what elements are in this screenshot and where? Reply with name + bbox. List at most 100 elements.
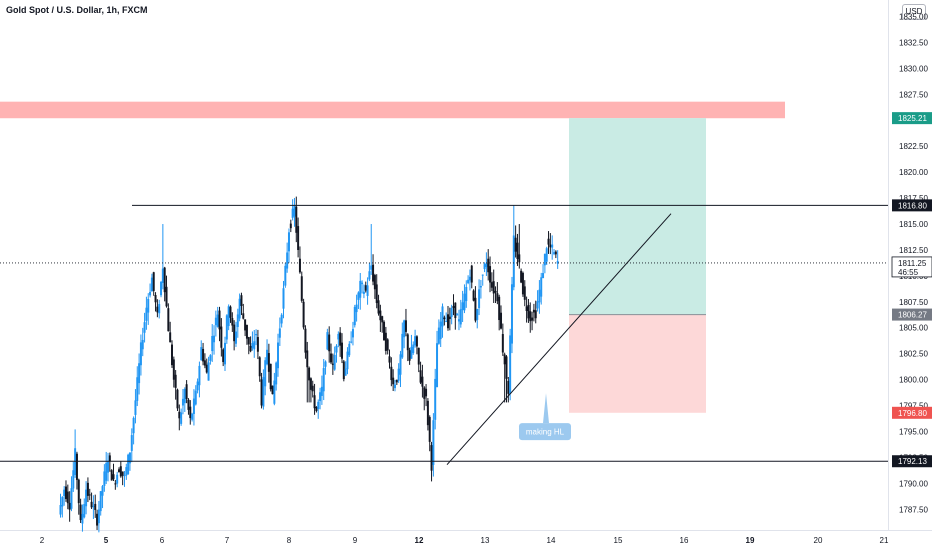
candle-body (340, 342, 343, 359)
candle-body (255, 334, 258, 336)
candle-body (70, 488, 73, 509)
candle-body (150, 277, 153, 292)
candle-body (437, 327, 440, 344)
candle-body (280, 314, 283, 324)
time-tick-label: 20 (814, 536, 823, 545)
candle-body (77, 479, 80, 504)
price-tag-label: 1792.13 (898, 457, 927, 466)
candle-body (461, 302, 464, 311)
candle-body (465, 286, 468, 302)
callout-text: making HL (526, 428, 565, 437)
candle-body (224, 342, 227, 365)
price-tag-label: 1806.27 (898, 311, 927, 320)
candle-body (472, 290, 475, 301)
candle-body (470, 265, 473, 283)
candle-body (79, 504, 82, 521)
candle-body (342, 361, 345, 380)
candle-body (510, 284, 513, 344)
candle-body (271, 385, 274, 395)
candle-body (531, 317, 534, 321)
candle-body (401, 333, 404, 358)
candle-body (448, 316, 451, 320)
candle-body (202, 348, 205, 362)
candle-body (90, 501, 93, 508)
candle-body (536, 301, 539, 309)
candle-body (324, 361, 327, 367)
candle-body (375, 284, 378, 304)
candle-body (295, 206, 298, 233)
candle-body (320, 386, 323, 396)
candle-body (63, 489, 66, 497)
candle-body (395, 379, 398, 383)
candle-body (282, 288, 285, 309)
price-tag-label: 1811.25 (898, 259, 927, 268)
candle-body (443, 317, 446, 320)
candle-body (61, 497, 64, 507)
candle-body (457, 319, 460, 322)
candle-body (66, 491, 69, 504)
candle-body (75, 453, 78, 480)
candle-body (500, 312, 503, 329)
time-tick-label: 15 (614, 536, 623, 545)
resistance-zone (0, 101, 785, 119)
candle-body (428, 417, 431, 442)
candle-body (218, 310, 221, 330)
candle-body (454, 302, 457, 319)
candle-body (134, 400, 137, 415)
time-tick-label: 13 (481, 536, 490, 545)
candle-body (521, 272, 524, 295)
candle-body (509, 335, 512, 394)
candle-body (205, 364, 208, 373)
candle-body (169, 332, 172, 343)
candle-body (514, 237, 517, 252)
candle-body (425, 388, 428, 397)
candle-body (291, 208, 294, 218)
candle-body (414, 336, 417, 346)
time-tick-label: 5 (104, 536, 109, 545)
candle-body (94, 503, 97, 510)
candle-body (227, 306, 230, 327)
candle-body (467, 279, 470, 284)
candle-body (379, 310, 382, 321)
candle-body (143, 322, 146, 333)
candle-body (196, 381, 199, 391)
candle-body (529, 311, 532, 322)
candle-body (266, 349, 269, 365)
currency-button[interactable]: USD (902, 4, 926, 20)
candle-body (351, 329, 354, 338)
candle-body (64, 486, 67, 499)
candle-body (183, 388, 186, 404)
candle-body (160, 281, 163, 296)
candle-body (350, 341, 353, 343)
candle-body (238, 298, 241, 319)
candle-body (181, 398, 184, 406)
candle-body (452, 306, 455, 308)
profit-zone (569, 118, 706, 315)
candle-body (355, 304, 358, 313)
candle-body (553, 252, 556, 254)
candle-body (222, 349, 225, 363)
candle-body (527, 304, 530, 319)
price-tick-label: 1827.50 (899, 90, 928, 99)
candle-body (112, 474, 115, 480)
candle-body (72, 470, 75, 489)
candle-body (441, 306, 444, 327)
candle-body (236, 314, 239, 328)
candle-body (346, 351, 349, 370)
candle-body (251, 343, 254, 348)
candle-body (474, 297, 477, 321)
candle-body (116, 474, 119, 484)
candle-body (260, 379, 263, 406)
candle-body (300, 276, 303, 301)
candle-body (245, 324, 248, 339)
candle-body (551, 244, 554, 248)
candle-body (172, 359, 175, 380)
candles-layer (59, 196, 559, 533)
candle-body (306, 350, 309, 368)
countdown-label: 46:55 (898, 268, 919, 277)
candle-body (417, 347, 420, 365)
candle-body (191, 413, 194, 420)
price-tick-label: 1830.00 (899, 64, 928, 73)
price-tick-label: 1835.00 (899, 13, 928, 22)
